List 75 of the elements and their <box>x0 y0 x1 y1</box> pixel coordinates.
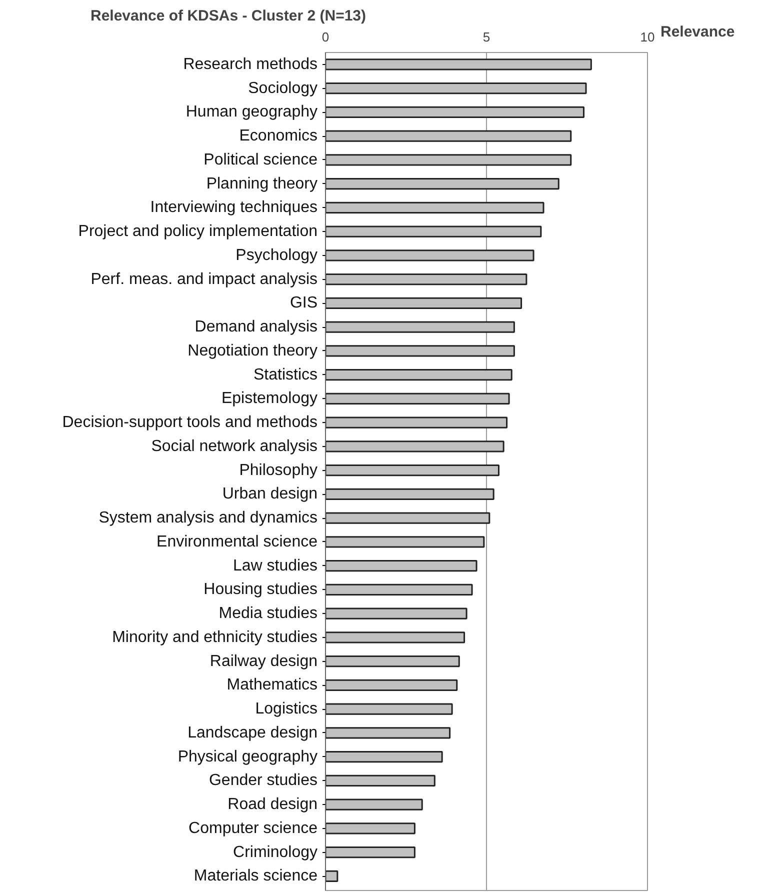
y-tick-label: Statistics <box>253 366 318 384</box>
bar <box>326 82 587 94</box>
y-tick-label: Railway design <box>210 652 318 670</box>
bar <box>326 464 500 476</box>
bar <box>326 297 522 309</box>
bar <box>326 870 338 882</box>
bar <box>326 656 460 668</box>
y-tick-label: GIS <box>290 294 318 312</box>
bar <box>326 488 494 500</box>
bar <box>326 178 560 190</box>
y-tick-label: Media studies <box>218 605 318 622</box>
y-tick-label: System analysis and dynamics <box>98 510 318 527</box>
y-tick-label: Gender studies <box>208 772 318 790</box>
y-tick-label: Computer science <box>188 820 318 837</box>
bar <box>326 584 473 596</box>
y-tick-label: Urban design <box>222 486 318 503</box>
y-tick-label: Epistemology <box>221 390 318 408</box>
bar <box>326 536 485 548</box>
bar <box>326 202 544 214</box>
y-tick-label: Perf. meas. and impact analysis <box>90 270 318 288</box>
bar <box>326 751 443 763</box>
y-tick-label: Research methods <box>183 56 318 73</box>
x-tick-label: 0 <box>322 30 330 44</box>
bar <box>326 703 453 715</box>
bar <box>326 392 510 404</box>
bar <box>326 106 584 118</box>
bar <box>326 727 451 739</box>
bar <box>326 250 534 262</box>
y-tick-label: Psychology <box>236 246 318 264</box>
y-tick-label: Planning theory <box>206 175 318 192</box>
y-tick-label: Sociology <box>248 80 318 97</box>
bar <box>326 440 504 452</box>
y-tick-label: Road design <box>228 796 318 814</box>
y-tick-label: Physical geography <box>178 748 318 766</box>
y-tick-label: Interviewing techniques <box>150 199 318 216</box>
y-tick-label: Criminology <box>233 844 318 861</box>
y-tick-label: Decision-support tools and methods <box>62 414 318 432</box>
y-tick-label: Negotiation theory <box>188 342 318 360</box>
chart-title: Relevance of KDSAs - Cluster 2 (N=13) <box>90 8 366 24</box>
bar <box>326 679 458 691</box>
y-tick-label: Human geography <box>186 104 318 121</box>
x-tick-label: 10 <box>640 30 655 44</box>
bar <box>326 226 542 238</box>
bar <box>326 632 466 644</box>
y-tick-label: Materials science <box>194 868 318 885</box>
y-tick-label: Logistics <box>255 700 318 718</box>
x-tick-label: 5 <box>482 30 490 44</box>
bar <box>326 130 572 142</box>
y-tick-label: Minority and ethnicity studies <box>112 628 318 646</box>
y-tick-label: Philosophy <box>239 462 318 479</box>
y-tick-label: Housing studies <box>204 581 318 598</box>
bar <box>326 512 490 524</box>
y-tick-label: Economics <box>239 128 318 145</box>
bar <box>326 608 468 620</box>
bar <box>326 321 515 333</box>
bar <box>326 58 592 70</box>
bar <box>326 369 512 381</box>
x-axis-title: Relevance <box>660 24 735 40</box>
y-tick-label: Landscape design <box>188 724 318 742</box>
y-tick-label: Law studies <box>233 557 318 574</box>
bar <box>326 774 436 786</box>
bar <box>326 798 423 810</box>
bar <box>326 846 416 858</box>
bar <box>326 416 508 428</box>
y-tick-label: Demand analysis <box>194 318 318 336</box>
y-tick-label: Political science <box>204 151 318 168</box>
bar <box>326 822 416 834</box>
y-tick-label: Project and policy implementation <box>78 223 318 240</box>
y-tick-label: Environmental science <box>156 533 318 550</box>
bar <box>326 345 515 357</box>
bar <box>326 154 572 166</box>
y-tick-label: Social network analysis <box>151 438 318 455</box>
y-tick-label: Mathematics <box>226 676 318 694</box>
bar <box>326 274 528 286</box>
bar <box>326 560 478 572</box>
